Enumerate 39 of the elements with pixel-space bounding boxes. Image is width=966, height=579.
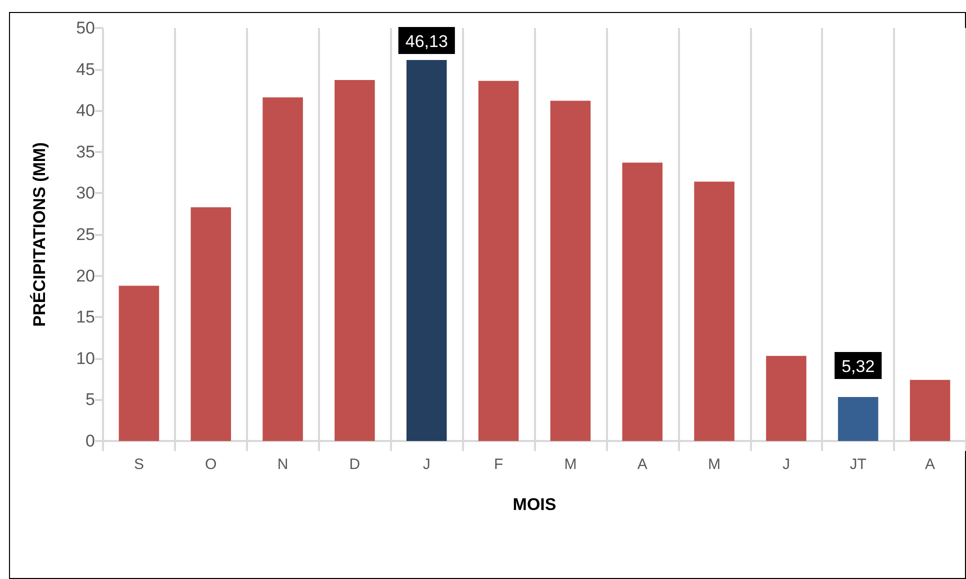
x-tick-label: A (637, 456, 648, 473)
data-label: 46,13 (405, 32, 448, 51)
bar (838, 397, 878, 441)
y-tick-label: 30 (76, 184, 95, 203)
bar (766, 356, 806, 441)
x-tick-label: D (349, 456, 360, 473)
bar (550, 100, 591, 441)
y-tick-label: 0 (86, 432, 95, 450)
x-tick-label: A (925, 456, 936, 473)
x-tick-label: M (708, 456, 721, 473)
y-tick-label: 5 (86, 390, 95, 410)
y-axis-title: PRÉCIPITATIONS (MM) (29, 142, 49, 327)
x-tick-label: J (782, 456, 790, 473)
data-label: 5,32 (842, 357, 875, 376)
x-tick-label: JT (850, 456, 866, 473)
bar (622, 162, 663, 441)
y-tick-label: 20 (76, 266, 95, 286)
x-axis-title: MOIS (512, 495, 556, 514)
bar (406, 60, 447, 441)
x-tick-label: S (134, 456, 144, 473)
bar (334, 80, 375, 441)
x-tick-label: F (494, 456, 504, 473)
y-tick-label: 50 (76, 18, 95, 38)
bar (694, 182, 734, 441)
y-tick-label: 25 (76, 225, 95, 244)
y-tick-label: 40 (76, 101, 95, 120)
bar (910, 380, 950, 441)
x-tick-label: N (277, 456, 288, 473)
y-tick-label: 10 (76, 348, 95, 368)
y-tick-label: 45 (76, 60, 95, 79)
bar (478, 80, 519, 441)
y-tick-label: 35 (76, 142, 95, 162)
x-tick-label: J (422, 456, 430, 473)
bar (118, 286, 160, 441)
x-tick-label: M (564, 456, 577, 473)
y-tick-label: 15 (76, 308, 95, 327)
bar (262, 97, 303, 441)
x-tick-label: O (205, 456, 217, 473)
bar (190, 207, 232, 441)
